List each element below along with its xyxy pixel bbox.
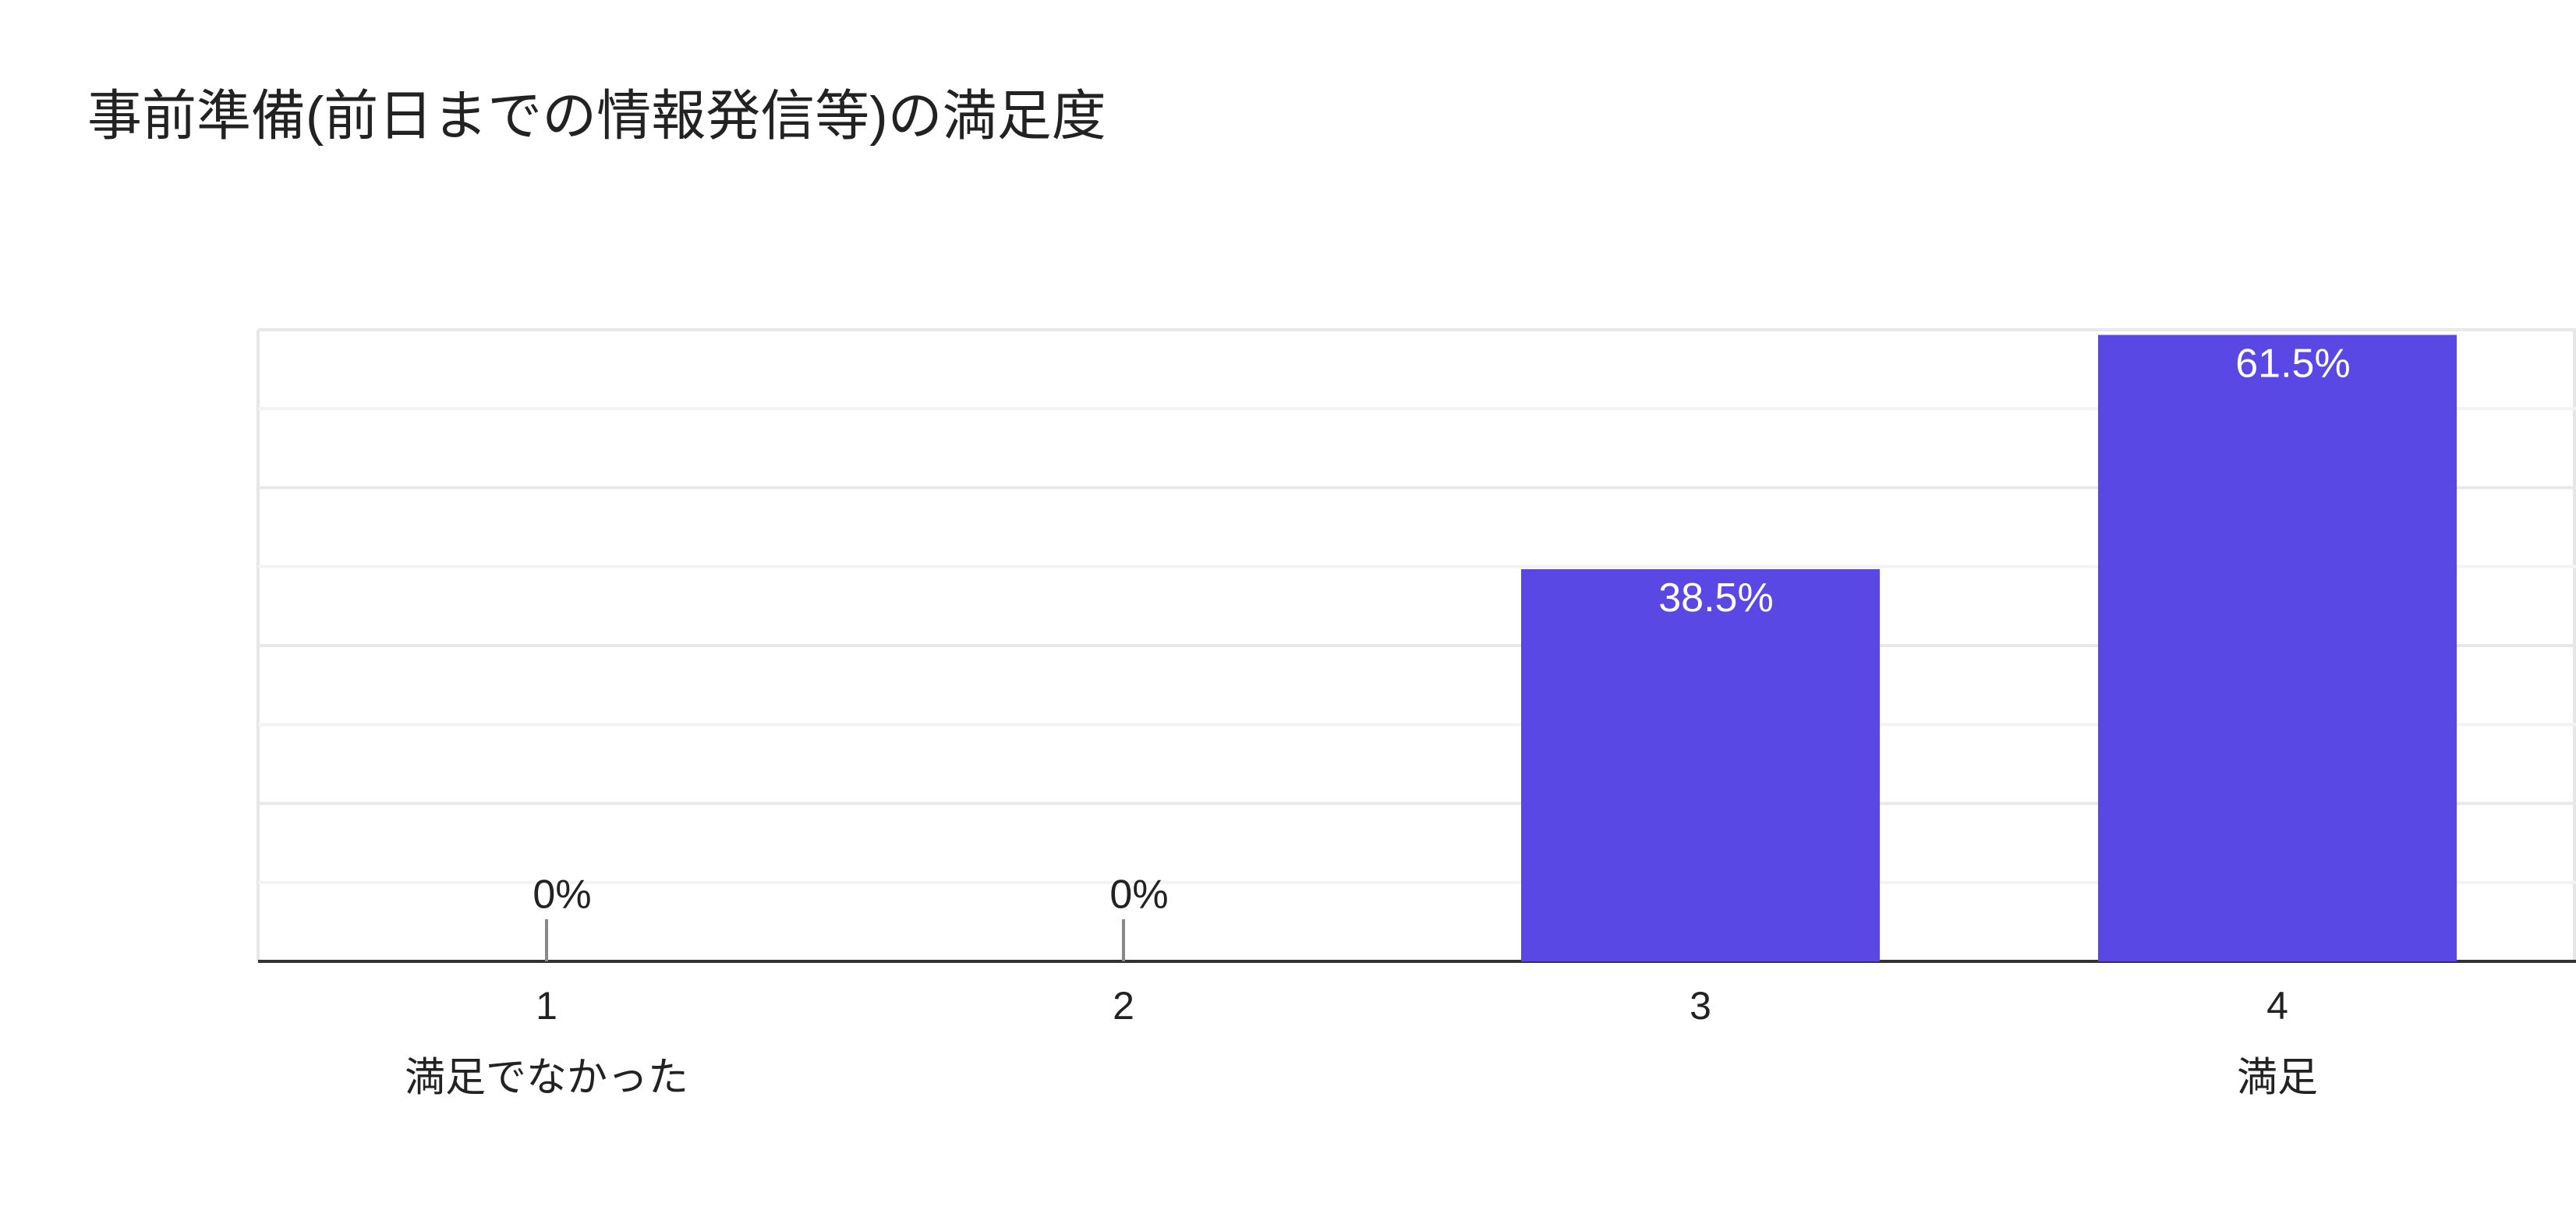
value-label: 38.5% xyxy=(1658,575,1773,621)
bar xyxy=(1521,569,1880,961)
x-tick-sublabel: 満足 xyxy=(2237,1056,2318,1101)
x-tick-label: 2 xyxy=(1113,984,1134,1028)
chart-title: 事前準備(前日までの情報発信等)の満足度 xyxy=(87,85,1106,146)
value-label: 0% xyxy=(1109,872,1168,918)
x-tick-sublabel: 満足でなかった xyxy=(405,1056,688,1101)
value-label: 0% xyxy=(533,872,591,918)
x-tick-label: 4 xyxy=(2266,984,2288,1028)
x-tick-label: 3 xyxy=(1690,984,1711,1028)
value-label: 61.5% xyxy=(2235,341,2350,386)
bar xyxy=(2098,334,2457,962)
x-tick-label: 1 xyxy=(536,984,557,1028)
